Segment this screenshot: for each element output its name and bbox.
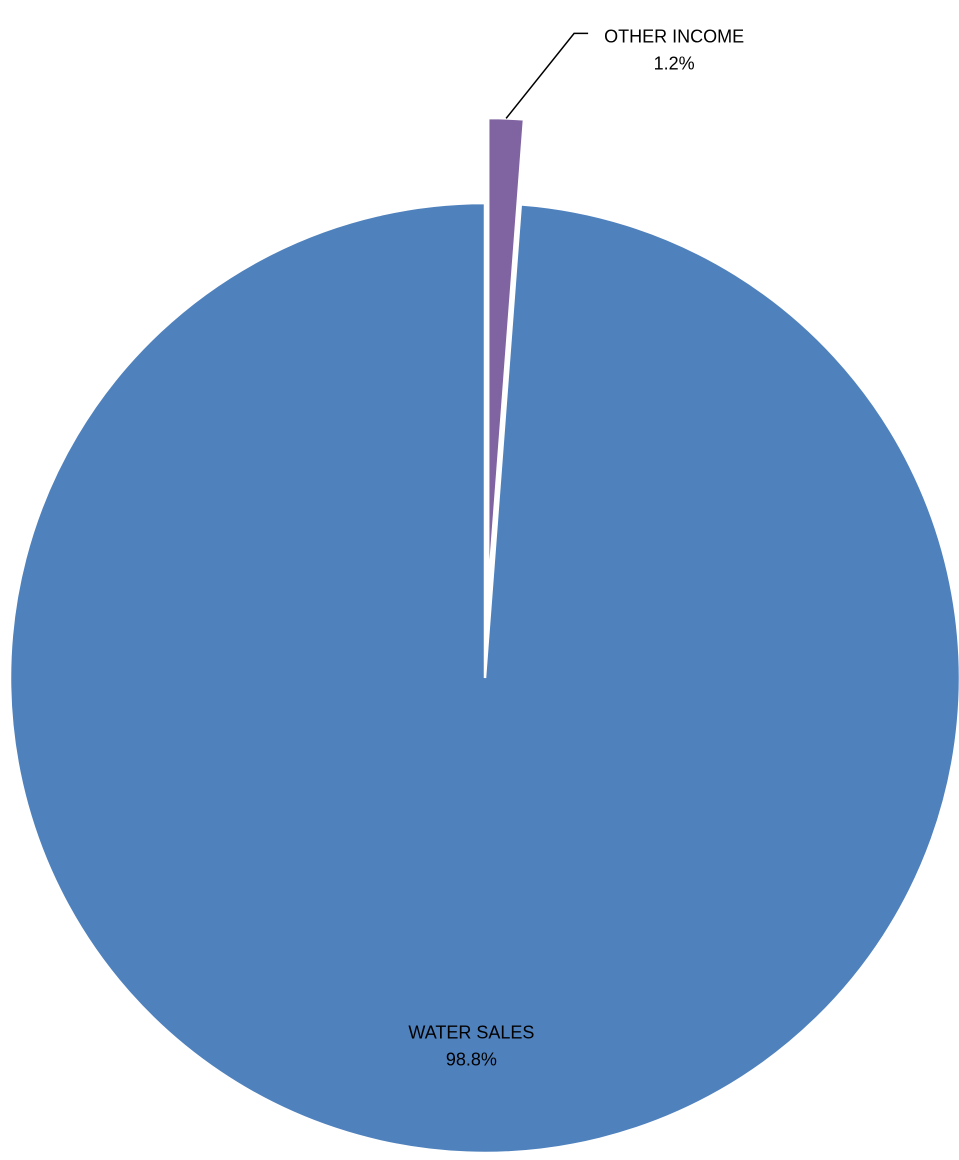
slice-value-label-water-sales: 98.8% bbox=[446, 1050, 497, 1070]
leader-line-other-income bbox=[505, 32, 589, 119]
slices-layer bbox=[8, 116, 959, 1155]
pie-slice-water-sales bbox=[8, 201, 959, 1155]
slice-value-label-other-income: 1.2% bbox=[654, 53, 695, 73]
slice-label-other-income: OTHER INCOME bbox=[604, 26, 744, 46]
leader-lines-layer bbox=[505, 32, 589, 119]
labels-layer: WATER SALES 98.8% OTHER INCOME 1.2% bbox=[408, 26, 744, 1069]
slice-label-water-sales: WATER SALES bbox=[408, 1023, 534, 1043]
